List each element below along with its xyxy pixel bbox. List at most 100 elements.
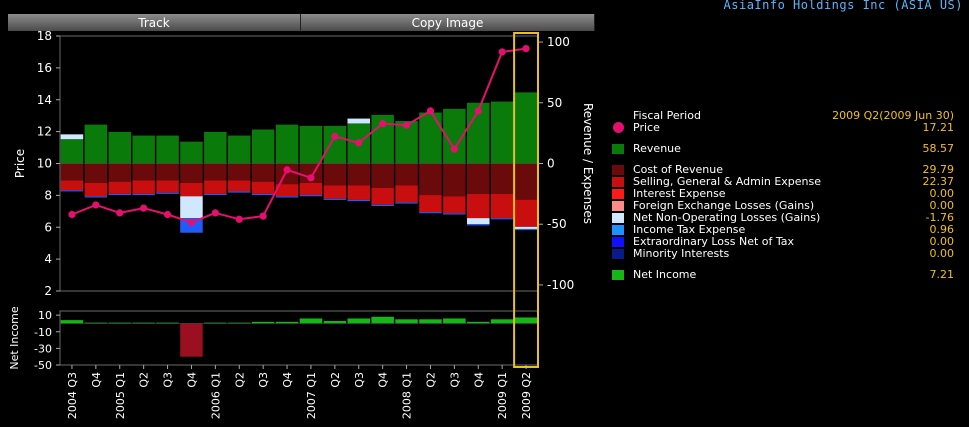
legend-label-net-non-operating-losses-gains-: Net Non-Operating Losses (Gains) bbox=[633, 211, 821, 224]
bar-income-tax-expense-15 bbox=[419, 212, 442, 214]
price-point-18 bbox=[498, 48, 506, 56]
price-point-17 bbox=[474, 107, 482, 115]
bar-selling-general-admin-expense-17 bbox=[467, 193, 490, 219]
price-tick-label-4: 4 bbox=[44, 252, 52, 266]
category-label-11: Q2 bbox=[329, 372, 342, 388]
legend-value-minority-interests: 0.00 bbox=[929, 247, 955, 260]
price-point-19 bbox=[522, 44, 530, 53]
net-income-bar-5 bbox=[180, 323, 203, 357]
revenue-tick-label-0: 0 bbox=[547, 157, 555, 171]
bar-selling-general-admin-expense-15 bbox=[419, 195, 442, 213]
bar-revenue-2 bbox=[108, 131, 131, 164]
price-point-2 bbox=[116, 209, 124, 217]
legend-label-interest-expense: Interest Expense bbox=[633, 187, 726, 200]
bar-income-tax-expense-2 bbox=[108, 193, 131, 196]
price-point-1 bbox=[92, 201, 100, 209]
price-tick-label-10: 10 bbox=[37, 157, 52, 171]
legend-value-foreign-exchange-losses-gains-: 0.00 bbox=[929, 199, 955, 212]
net-income-bar-6 bbox=[204, 322, 227, 324]
bar-selling-general-admin-expense-0 bbox=[60, 180, 84, 191]
bar-selling-general-admin-expense-5 bbox=[180, 182, 203, 197]
category-label-5: Q4 bbox=[185, 372, 198, 388]
price-line bbox=[71, 47, 527, 224]
bar-cost-of-revenue-2 bbox=[108, 163, 131, 182]
price-point-11 bbox=[331, 132, 339, 141]
net-income-bar-12 bbox=[347, 318, 370, 324]
legend-label-revenue: Revenue bbox=[633, 142, 681, 155]
net-income-bar-8 bbox=[251, 321, 275, 324]
legend-value-price: 17.21 bbox=[922, 121, 955, 134]
legend-label-cost-of-revenue: Cost of Revenue bbox=[633, 163, 723, 176]
bar-revenue-16 bbox=[443, 108, 466, 164]
legend-item-net-income: Net Income 7.21 bbox=[612, 269, 954, 281]
bar-selling-general-admin-expense-2 bbox=[108, 181, 131, 194]
net-income-bar-3 bbox=[132, 322, 155, 324]
category-label-10: 2007 Q1 bbox=[305, 372, 318, 419]
price-point-8 bbox=[259, 212, 267, 220]
category-label-13: Q4 bbox=[377, 372, 390, 388]
revenue-tick-label--100: -100 bbox=[547, 278, 574, 292]
price-tick-label-2: 2 bbox=[44, 284, 52, 298]
price-point-7 bbox=[235, 215, 243, 223]
legend-value-net-non-operating-losses-gains-: -1.76 bbox=[925, 211, 954, 224]
net-income-bar-1 bbox=[84, 322, 108, 324]
net-income-axis-title: Net Income bbox=[8, 306, 21, 370]
bar-selling-general-admin-expense-11 bbox=[323, 185, 347, 199]
net-income-bar-9 bbox=[275, 321, 299, 324]
legend-label-foreign-exchange-losses-gains-: Foreign Exchange Losses (Gains) bbox=[633, 199, 815, 212]
price-point-5 bbox=[187, 218, 196, 227]
fiscal-period-value: 2009 Q2(2009 Jun 30) bbox=[832, 109, 954, 122]
bar-selling-general-admin-expense-14 bbox=[395, 185, 418, 203]
legend-swatch-foreign-exchange-losses-gains- bbox=[612, 201, 624, 211]
legend-fiscal-period: Fiscal Period 2009 Q2(2009 Jun 30) bbox=[612, 110, 954, 122]
legend-item-net-non-operating-losses-gains-: Net Non-Operating Losses (Gains) -1.76 bbox=[612, 212, 954, 224]
ni-tick-label--30: -30 bbox=[34, 342, 52, 355]
net-income-bar-16 bbox=[443, 318, 466, 324]
net-income-bar-17 bbox=[467, 321, 490, 324]
bar-cost-of-revenue-15 bbox=[419, 163, 442, 196]
bar-revenue-15 bbox=[419, 112, 442, 164]
bar-revenue-6 bbox=[204, 131, 227, 164]
bar-selling-general-admin-expense-8 bbox=[251, 181, 275, 194]
bar-net-non-operating-losses-gains--0 bbox=[60, 134, 84, 140]
category-label-4: Q3 bbox=[162, 372, 175, 388]
price-point-12 bbox=[355, 139, 363, 147]
bar-net-non-operating-losses-gains--19 bbox=[514, 226, 538, 229]
category-label-1: Q4 bbox=[90, 372, 103, 388]
category-label-0: 2004 Q3 bbox=[66, 372, 79, 419]
revenue-tick-label-50: 50 bbox=[547, 96, 562, 110]
category-label-9: Q4 bbox=[281, 372, 294, 388]
price-tick-label-18: 18 bbox=[37, 29, 52, 43]
price-tick-label-6: 6 bbox=[44, 220, 52, 234]
bar-revenue-7 bbox=[228, 135, 251, 164]
bar-selling-general-admin-expense-3 bbox=[132, 180, 155, 194]
legend-label-selling-general-admin-expense: Selling, General & Admin Expense bbox=[633, 175, 822, 188]
bar-cost-of-revenue-8 bbox=[251, 163, 275, 182]
tab-copy-image[interactable]: Copy Image bbox=[301, 14, 595, 31]
price-tick-label-12: 12 bbox=[37, 125, 52, 139]
bar-revenue-0 bbox=[60, 139, 84, 164]
category-label-16: Q3 bbox=[448, 372, 461, 388]
tab-track[interactable]: Track bbox=[8, 14, 301, 31]
bar-cost-of-revenue-16 bbox=[443, 163, 466, 197]
price-point-9 bbox=[283, 166, 291, 174]
net-income-bar-0 bbox=[60, 320, 84, 324]
bar-selling-general-admin-expense-13 bbox=[371, 187, 394, 205]
bar-income-tax-expense-14 bbox=[395, 202, 418, 204]
legend-swatch-minority-interests bbox=[612, 249, 624, 259]
bar-revenue-4 bbox=[156, 135, 179, 164]
bar-cost-of-revenue-6 bbox=[204, 163, 227, 181]
bar-cost-of-revenue-12 bbox=[347, 163, 370, 186]
category-label-15: Q2 bbox=[424, 372, 437, 388]
bar-cost-of-revenue-0 bbox=[60, 163, 84, 181]
price-point-15 bbox=[426, 107, 435, 115]
legend-item-minority-interests: Minority Interests 0.00 bbox=[612, 248, 954, 260]
category-label-18: 2009 Q1 bbox=[496, 372, 509, 419]
legend-swatch-price bbox=[613, 122, 624, 133]
bar-selling-general-admin-expense-12 bbox=[347, 185, 370, 200]
legend-item-price: Price 17.21 bbox=[612, 122, 954, 134]
bar-revenue-14 bbox=[395, 121, 418, 164]
bar-selling-general-admin-expense-10 bbox=[299, 182, 323, 196]
legend-label-income-tax-expense: Income Tax Expense bbox=[633, 223, 746, 236]
company-title: AsiaInfo Holdings Inc (ASIA US) bbox=[723, 0, 963, 12]
